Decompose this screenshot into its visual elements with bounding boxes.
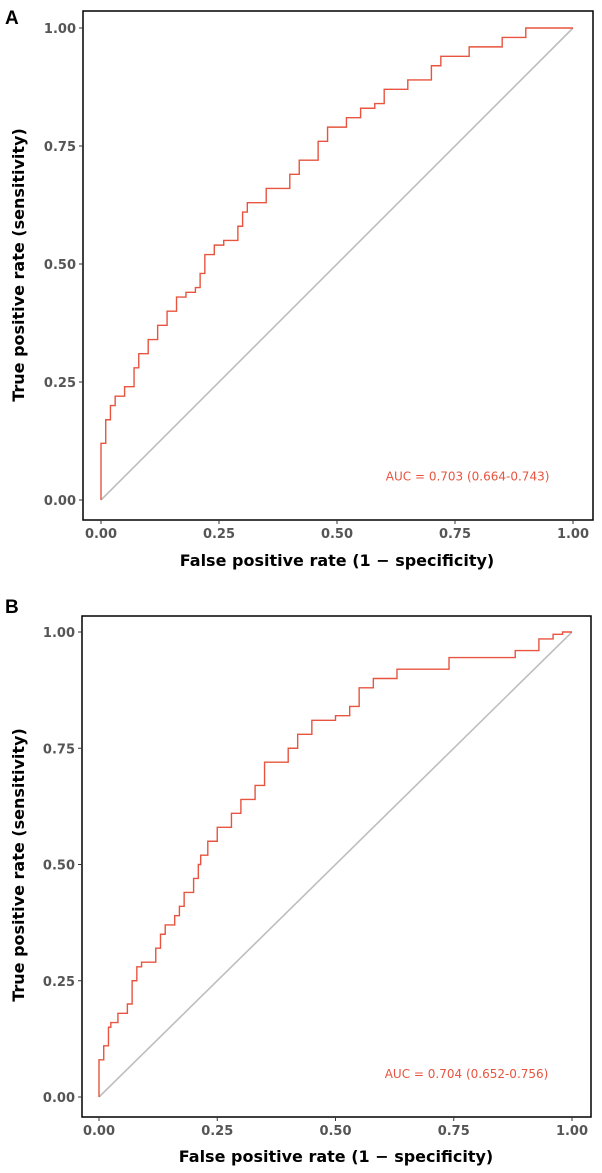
x-tick-label: 0.25 [201, 1124, 233, 1139]
plot-border [81, 615, 592, 1118]
y-tick-label: 1.00 [44, 22, 76, 37]
y-tick-label: 0.25 [43, 975, 75, 990]
panel-label: A [5, 8, 19, 29]
x-tick-label: 1.00 [557, 527, 589, 542]
x-tick-label: 1.00 [556, 1124, 588, 1139]
x-tick-label: 0.75 [439, 527, 471, 542]
panel-B: B 0.00 0.25 0.50 0.75 1.00 0.00 0.25 0.50 0.75 1.0… [5, 597, 592, 1166]
roc-curve [100, 27, 573, 500]
x-tick-label: 0.25 [203, 527, 235, 542]
y-axis-label: True positive rate (sensitivity) [9, 728, 28, 1002]
x-axis-label: False positive rate (1 − specificity) [180, 551, 494, 570]
x-tick-label: 0.00 [85, 527, 117, 542]
y-tick-label: 0.00 [43, 1091, 75, 1106]
y-tick-label: 1.00 [43, 626, 75, 641]
roc-curve [98, 631, 572, 1097]
y-tick-label: 0.75 [44, 140, 76, 155]
y-tick-label: 0.75 [43, 742, 75, 757]
plot-border [82, 10, 594, 521]
y-tick-label: 0.25 [44, 376, 76, 391]
y-tick-label: 0.50 [44, 258, 76, 273]
x-tick-label: 0.50 [319, 1124, 351, 1139]
y-axis-label: True positive rate (sensitivity) [9, 128, 28, 402]
auc-annotation: AUC = 0.703 (0.664-0.743) [386, 469, 550, 483]
reference-diagonal [100, 27, 574, 501]
x-axis-label: False positive rate (1 − specificity) [179, 1147, 493, 1166]
reference-diagonal [98, 631, 573, 1098]
y-tick-label: 0.50 [43, 859, 75, 874]
x-tick-label: 0.00 [83, 1124, 115, 1139]
x-tick-label: 0.75 [438, 1124, 470, 1139]
auc-annotation: AUC = 0.704 (0.652-0.756) [385, 1067, 549, 1081]
panel-A: A 0.00 0.25 0.50 0.75 1.00 0.00 0.25 0.50 0.75 1.0… [5, 8, 594, 570]
panel-label: B [5, 597, 19, 618]
y-tick-label: 0.00 [44, 494, 76, 509]
x-tick-label: 0.50 [321, 527, 353, 542]
